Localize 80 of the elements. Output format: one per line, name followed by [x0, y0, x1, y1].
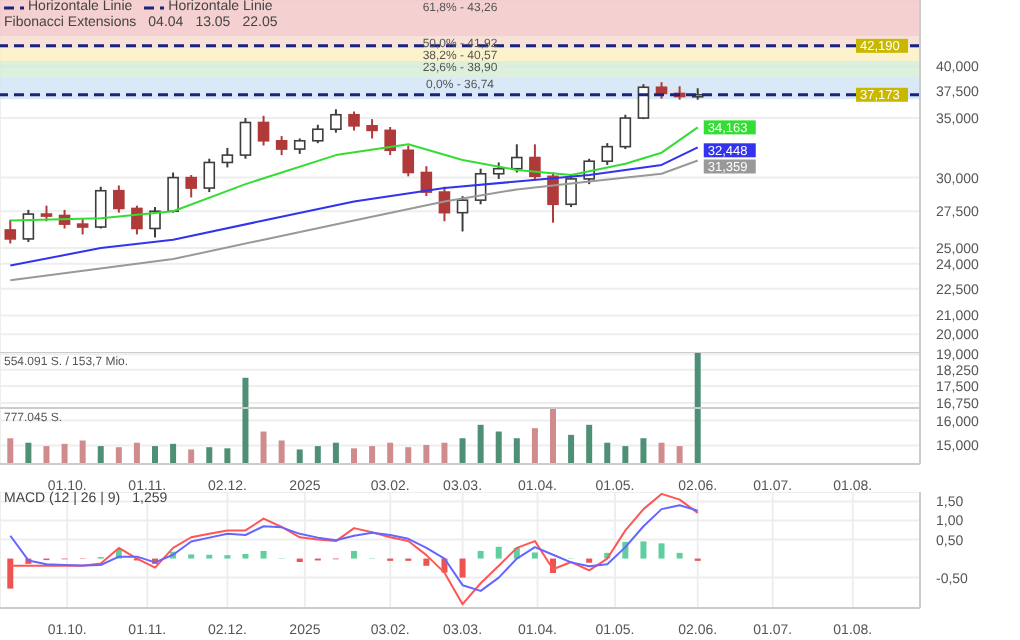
line-series — [9, 126, 699, 222]
bar — [495, 546, 502, 559]
candlestick — [203, 157, 216, 194]
candlestick — [601, 142, 614, 166]
bar — [79, 440, 86, 464]
bar — [115, 447, 122, 464]
bar — [477, 550, 484, 559]
candlestick — [149, 206, 161, 239]
bar — [61, 443, 68, 464]
bar — [242, 553, 249, 559]
bar — [441, 442, 448, 464]
bar — [459, 558, 466, 578]
bar — [423, 444, 430, 464]
candlestick — [221, 146, 234, 169]
bar — [586, 424, 593, 464]
bar — [531, 552, 538, 559]
line-series — [9, 159, 699, 282]
bar — [604, 442, 611, 464]
bar — [97, 446, 104, 464]
bar — [568, 434, 575, 464]
candlestick — [366, 118, 378, 140]
bar — [658, 442, 665, 464]
bar — [224, 448, 231, 464]
bar — [369, 446, 376, 464]
candlestick — [131, 204, 143, 236]
candlestick — [619, 113, 632, 151]
bar — [423, 558, 430, 566]
bar — [152, 446, 159, 464]
bar — [495, 431, 502, 464]
candlestick — [384, 125, 396, 157]
line-series — [9, 492, 699, 606]
candlestick — [348, 110, 360, 132]
candlestick — [113, 184, 125, 214]
bar — [242, 377, 249, 464]
bar — [477, 424, 484, 464]
candlestick — [511, 143, 523, 174]
bar — [640, 438, 647, 464]
candlestick — [275, 135, 288, 157]
bar — [531, 428, 538, 464]
bar — [459, 438, 466, 464]
candlestick — [402, 144, 415, 178]
line-series — [9, 146, 699, 267]
candlestick — [167, 171, 179, 214]
bar — [640, 541, 647, 559]
bar — [694, 352, 701, 464]
bar — [278, 440, 285, 464]
bar — [351, 550, 357, 559]
bar — [7, 438, 14, 464]
candlestick — [239, 117, 252, 160]
bar — [405, 447, 412, 464]
bar — [296, 449, 303, 464]
bar — [622, 446, 629, 464]
candlestick — [94, 185, 107, 230]
bar — [676, 552, 683, 559]
bar — [351, 448, 357, 464]
line-series — [9, 504, 699, 592]
bar — [549, 408, 556, 464]
bar — [658, 543, 665, 559]
candlestick — [330, 108, 342, 134]
bar — [188, 449, 195, 464]
candlestick — [312, 123, 324, 145]
bar — [260, 550, 267, 559]
candlestick — [22, 208, 35, 243]
bar — [332, 442, 339, 464]
bar — [513, 438, 520, 464]
bar — [43, 446, 50, 464]
candlestick — [257, 114, 270, 147]
candlestick — [529, 143, 541, 182]
candlestick — [185, 174, 197, 199]
bar — [7, 558, 14, 589]
bar — [676, 446, 683, 464]
candlestick — [4, 218, 17, 245]
bar — [25, 442, 32, 464]
bar — [133, 442, 140, 464]
candlestick — [456, 195, 469, 233]
bar — [387, 442, 394, 464]
bar — [206, 447, 213, 464]
bar — [170, 443, 177, 464]
bar — [314, 446, 321, 464]
bar — [260, 431, 267, 464]
